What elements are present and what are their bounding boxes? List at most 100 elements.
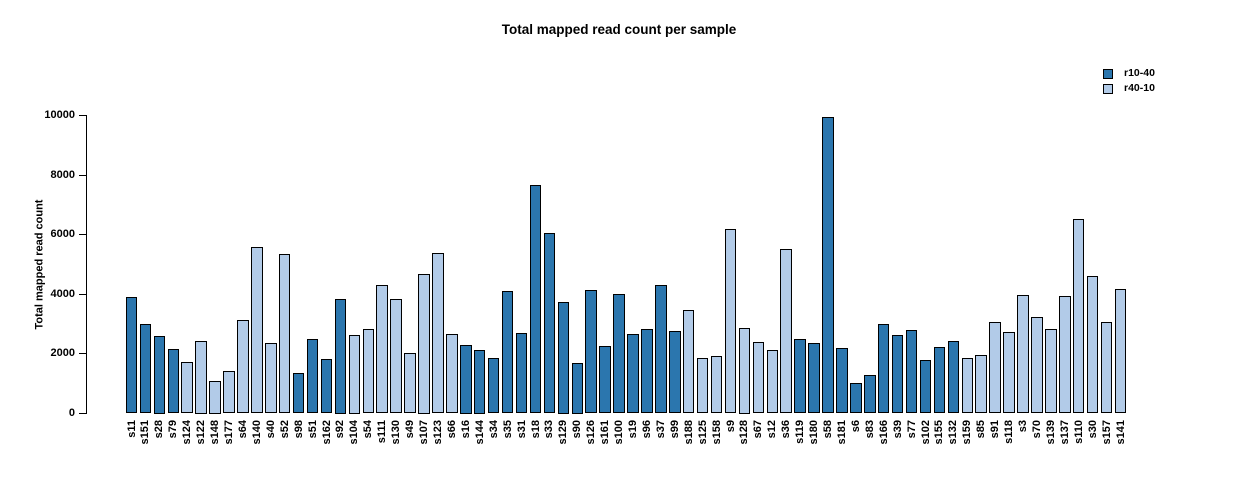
x-tick-label-s159: s159: [961, 419, 974, 444]
bar-s129: [557, 301, 570, 414]
x-tick-label-s177: s177: [223, 419, 235, 444]
bar-s107: [418, 274, 430, 414]
bar-s51: [306, 339, 319, 414]
x-tick-label-s158: s158: [710, 419, 723, 444]
y-tick-label: 6000: [50, 228, 75, 241]
x-tick-label-s123: s123: [432, 419, 444, 444]
bar-s11: [125, 297, 138, 414]
y-tick-label: 4000: [50, 287, 75, 300]
x-tick-label-s180: s180: [808, 419, 821, 444]
bar-s3: [1017, 294, 1029, 414]
bar-s188: [682, 310, 695, 414]
x-tick-label-s130: s130: [390, 419, 403, 444]
bar-s54: [362, 328, 375, 414]
x-tick-label-s33: s33: [543, 419, 556, 438]
legend-label-r40-10: r40-10: [1124, 82, 1155, 94]
bar-s12: [766, 350, 779, 414]
bar-s52: [278, 254, 291, 414]
x-tick-label-s161: s161: [599, 419, 612, 444]
x-tick-label-s110: s110: [1072, 419, 1085, 444]
legend-label-r10-40: r10-40: [1124, 67, 1155, 79]
bar-s151: [139, 324, 152, 414]
y-axis-title: Total mapped read count: [33, 199, 46, 330]
bar-s141: [1114, 288, 1127, 414]
bar-s70: [1031, 316, 1043, 414]
bar-s144: [473, 350, 486, 414]
bar-s148: [209, 381, 221, 414]
x-tick-label-s85: s85: [975, 419, 988, 438]
bar-s16: [460, 345, 472, 414]
y-tick-mark: [79, 413, 86, 414]
bar-s125: [696, 358, 709, 414]
bar-s124: [181, 362, 193, 414]
x-tick-label-s104: s104: [348, 419, 361, 444]
x-tick-label-s144: s144: [473, 419, 486, 444]
bar-s31: [515, 333, 528, 414]
bar-s58: [822, 116, 834, 414]
bar-s111: [376, 285, 388, 414]
x-tick-label-s166: s166: [877, 419, 890, 444]
bar-s85: [975, 355, 987, 414]
x-tick-label-s148: s148: [209, 419, 222, 444]
bar-s102: [919, 359, 932, 414]
bar-s33: [543, 232, 556, 414]
x-tick-label-s16: s16: [459, 419, 472, 438]
x-tick-label-s83: s83: [863, 419, 876, 438]
y-tick-mark: [79, 234, 86, 236]
y-tick-label: 2000: [50, 347, 75, 360]
bar-s132: [947, 341, 960, 414]
y-tick-label: 8000: [50, 168, 75, 181]
x-tick-label-s100: s100: [613, 419, 625, 444]
x-tick-label-s77: s77: [905, 419, 918, 438]
bar-s126: [585, 290, 597, 414]
x-tick-label-s155: s155: [933, 419, 946, 444]
x-tick-label-s49: s49: [404, 419, 417, 438]
bar-s123: [432, 252, 444, 414]
bar-s34: [487, 357, 500, 414]
x-tick-label-s118: s118: [1003, 419, 1016, 444]
bar-s139: [1045, 328, 1057, 414]
x-tick-label-s9: s9: [724, 419, 737, 432]
legend-swatch-r10-40: [1103, 68, 1113, 79]
x-tick-label-s92: s92: [334, 419, 347, 438]
y-tick-mark: [79, 353, 86, 355]
x-tick-label-s162: s162: [320, 419, 333, 444]
x-tick-label-s91: s91: [989, 419, 1002, 438]
x-tick-label-s70: s70: [1030, 419, 1043, 438]
y-tick-mark: [79, 115, 86, 116]
bar-s9: [724, 229, 737, 414]
bar-s155: [933, 347, 946, 414]
bar-s66: [446, 334, 458, 414]
bar-s28: [153, 336, 166, 414]
y-tick-mark: [79, 293, 86, 295]
bar-s67: [752, 342, 765, 414]
x-tick-label-s37: s37: [654, 419, 667, 438]
y-tick-label: 0: [68, 407, 75, 419]
bar-s119: [794, 338, 806, 414]
x-tick-label-s124: s124: [181, 419, 194, 444]
bar-s158: [710, 355, 723, 414]
x-tick-label-s52: s52: [278, 419, 291, 438]
bar-s122: [195, 340, 207, 414]
bar-s128: [738, 328, 751, 414]
bar-s19: [627, 334, 639, 414]
x-tick-label-s141: s141: [1114, 419, 1127, 444]
x-tick-label-s39: s39: [891, 419, 904, 438]
y-axis-line: [86, 115, 87, 414]
bar-s83: [864, 375, 876, 414]
x-tick-label-s36: s36: [780, 419, 793, 438]
x-tick-label-s40: s40: [264, 419, 277, 438]
bar-s137: [1059, 296, 1071, 414]
x-tick-label-s66: s66: [445, 419, 458, 438]
x-tick-label-s99: s99: [668, 419, 681, 438]
x-tick-label-s98: s98: [292, 419, 305, 438]
x-tick-label-s90: s90: [571, 419, 584, 438]
x-tick-label-s3: s3: [1017, 419, 1029, 432]
bar-s130: [390, 299, 402, 414]
x-tick-label-s64: s64: [236, 419, 249, 438]
x-tick-label-s28: s28: [153, 419, 166, 438]
x-tick-label-s119: s119: [794, 419, 807, 444]
x-tick-label-s129: s129: [557, 419, 570, 444]
bar-s157: [1100, 322, 1113, 414]
